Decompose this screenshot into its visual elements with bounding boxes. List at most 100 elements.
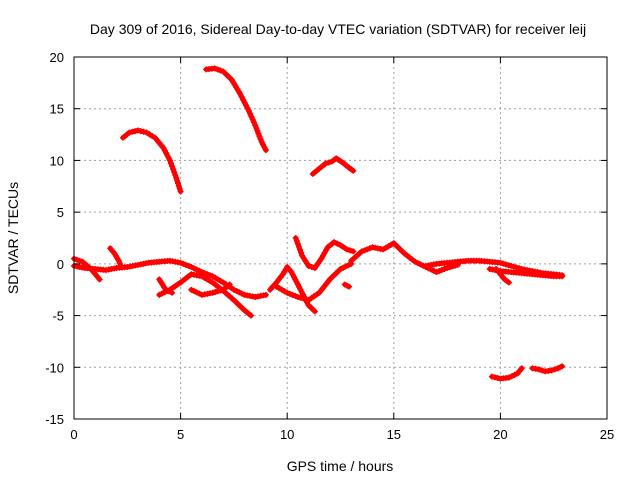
data-point — [548, 367, 555, 374]
data-point — [249, 116, 256, 123]
data-point — [214, 288, 221, 295]
plot-frame — [73, 56, 608, 420]
data-point — [175, 183, 182, 190]
data-point — [206, 272, 213, 279]
data-point — [214, 66, 221, 73]
data-point — [193, 289, 200, 296]
series-arc-13 — [341, 281, 352, 290]
data-point — [308, 264, 315, 270]
x-tick-label: 15 — [387, 427, 401, 442]
data-point — [444, 265, 451, 271]
data-point — [247, 110, 254, 117]
y-tick-label: 20 — [50, 50, 64, 65]
data-point — [322, 160, 329, 167]
series-arc-19 — [529, 363, 566, 375]
data-point — [135, 127, 141, 134]
data-point — [217, 67, 224, 74]
axes-ticks: 0 5 10 15 20 25 -15 -10 -5 0 5 10 15 20 — [45, 50, 614, 442]
data-point — [248, 113, 255, 120]
data-point — [140, 128, 147, 135]
data-point — [311, 308, 318, 315]
data-point — [177, 259, 184, 266]
series-arc-2 — [203, 65, 269, 154]
data-point — [212, 289, 219, 295]
data-point — [325, 159, 332, 166]
y-tick-label: -10 — [45, 360, 64, 375]
data-point — [300, 295, 307, 302]
series-arc-8 — [156, 276, 176, 296]
data-point — [284, 289, 291, 296]
y-tick-label: -15 — [45, 412, 64, 427]
x-tick-label: 20 — [493, 427, 507, 442]
data-point — [238, 290, 245, 297]
data-point — [559, 363, 566, 370]
data-point — [551, 366, 558, 373]
data-point — [174, 177, 181, 184]
data-point — [502, 261, 509, 268]
data-point — [539, 367, 545, 374]
data-point — [245, 107, 252, 114]
data-point — [126, 129, 133, 136]
data-point — [510, 263, 517, 270]
data-point — [182, 261, 189, 268]
data-point — [508, 262, 515, 269]
data-point — [488, 373, 495, 380]
data-point — [176, 185, 183, 192]
data-point — [173, 175, 180, 181]
data-point — [334, 240, 341, 247]
series-arc-1 — [120, 127, 184, 195]
data-point — [253, 125, 260, 131]
data-point — [491, 374, 498, 381]
x-tick-label: 25 — [600, 427, 614, 442]
series-arc-17 — [493, 266, 512, 286]
chart-title: Day 309 of 2016, Sidereal Day-to-day VTE… — [90, 21, 586, 37]
series-arc-3 — [309, 155, 357, 177]
series-arc-12 — [292, 235, 357, 271]
data-point — [257, 136, 264, 143]
data-point — [331, 239, 338, 246]
data-point — [162, 286, 169, 293]
data-point — [292, 292, 299, 299]
data-point — [185, 262, 192, 269]
data-point — [337, 266, 344, 272]
data-point — [171, 169, 178, 176]
data-point — [73, 256, 80, 263]
data-point — [165, 288, 172, 295]
data-point — [297, 246, 303, 253]
data-point — [262, 147, 269, 154]
x-tick-label: 5 — [177, 427, 184, 442]
data-point — [96, 276, 103, 283]
data-point — [559, 273, 566, 280]
data-point — [343, 246, 350, 253]
data-point — [169, 163, 176, 170]
data-point — [158, 290, 165, 297]
data-point — [137, 128, 144, 135]
data-point — [364, 246, 371, 253]
y-axis-label: SDTVAR / TECUs — [5, 182, 21, 294]
data-point — [346, 283, 352, 290]
data-point — [305, 262, 312, 269]
data-point — [358, 248, 365, 255]
data-point — [230, 286, 237, 293]
x-tick-label: 0 — [70, 427, 77, 442]
data-point — [366, 245, 373, 252]
y-tick-label: 15 — [50, 102, 64, 117]
data-point — [252, 122, 259, 129]
data-point — [294, 240, 301, 247]
data-point — [193, 266, 200, 273]
data-point — [254, 127, 261, 134]
data-point — [350, 167, 357, 174]
data-point — [129, 128, 136, 135]
data-point — [293, 237, 300, 244]
data-point — [497, 259, 504, 266]
x-axis-label: GPS time / hours — [287, 458, 394, 474]
data-layer — [71, 65, 566, 382]
data-point — [190, 265, 197, 272]
data-point — [255, 130, 262, 137]
series-arc-16 — [486, 266, 566, 280]
data-point — [172, 172, 179, 179]
data-point — [297, 294, 304, 301]
data-point — [250, 119, 257, 126]
